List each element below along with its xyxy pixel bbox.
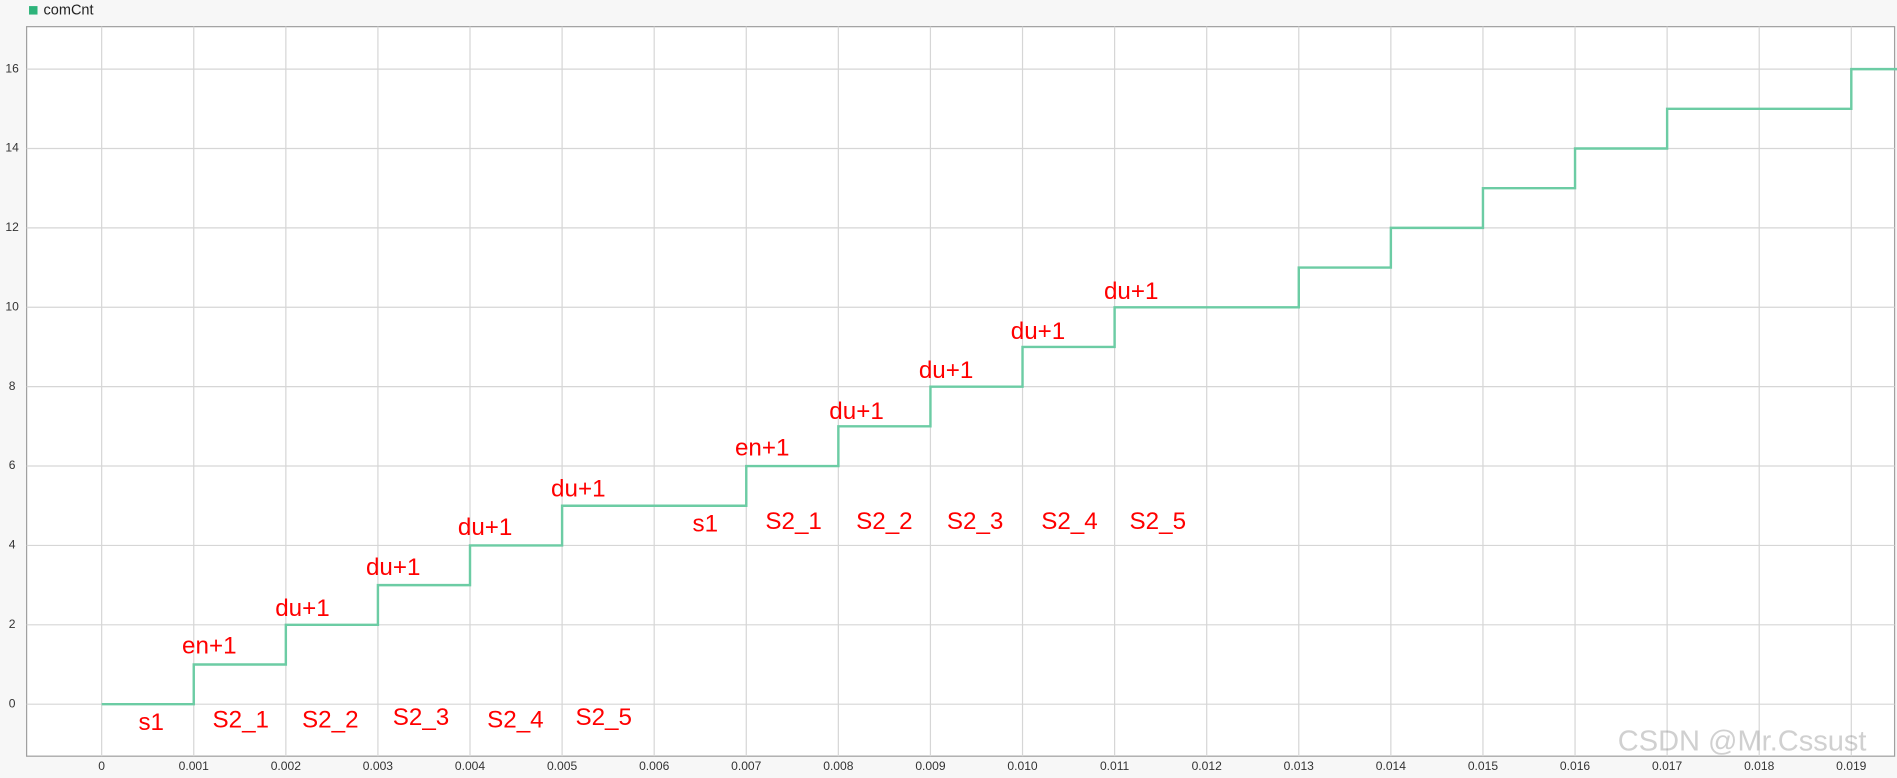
x-tick-label: 0.005 [547, 759, 578, 773]
x-tick-label: 0.010 [1007, 759, 1038, 773]
x-tick-label: 0.008 [823, 759, 854, 773]
annotation: du+1 [366, 554, 420, 581]
x-tick-label: 0.012 [1192, 759, 1223, 773]
y-tick-label: 4 [9, 538, 16, 552]
x-tick-label: 0.006 [639, 759, 670, 773]
annotation: du+1 [829, 398, 883, 425]
legend-swatch [29, 6, 38, 15]
y-tick-label: 12 [5, 220, 19, 234]
annotation: en+1 [735, 434, 789, 461]
legend-label: comCnt [44, 3, 94, 19]
y-tick-label: 6 [9, 458, 16, 472]
x-tick-label: 0.018 [1744, 759, 1775, 773]
annotation: S2_4 [487, 706, 544, 733]
line [101, 67, 1897, 706]
y-tick-label: 16 [5, 61, 19, 75]
y-tick-label: 0 [9, 696, 16, 710]
x-tick-label: 0.003 [363, 759, 394, 773]
annotation: S2_5 [1130, 508, 1187, 535]
annotation: S2_2 [302, 706, 359, 733]
annotation: du+1 [919, 357, 973, 384]
x-tick-label: 0.002 [271, 759, 302, 773]
x-tick-label: 0.001 [179, 759, 210, 773]
annotation: du+1 [1011, 318, 1065, 345]
annotation: S2_1 [765, 508, 822, 535]
watermark: CSDN @Mr.Cssust [1618, 726, 1867, 758]
annotation: du+1 [458, 514, 512, 541]
annotation: S2_4 [1041, 508, 1098, 535]
annotation: du+1 [1104, 278, 1158, 305]
annotation: du+1 [551, 475, 605, 502]
annotation: s1 [693, 510, 719, 537]
annotation: S2_3 [947, 508, 1004, 535]
x-tick-label: 0.009 [915, 759, 946, 773]
x-tick-label: 0.011 [1100, 759, 1130, 773]
y-tick-label: 8 [9, 379, 16, 393]
annotation: du+1 [275, 595, 329, 622]
annotation: S2_5 [575, 704, 632, 731]
legend[interactable]: comCnt [29, 3, 94, 19]
y-tick-label: 14 [5, 141, 19, 155]
x-tick-label: 0.014 [1376, 759, 1407, 773]
annotation: S2_3 [393, 704, 450, 731]
plot-area [26, 26, 1896, 757]
x-tick-label: 0.013 [1284, 759, 1315, 773]
annotation: en+1 [182, 633, 236, 660]
x-tick-label: 0 [98, 759, 105, 773]
annotation: S2_1 [213, 706, 270, 733]
x-tick-label: 0.004 [455, 759, 486, 773]
x-tick-label: 0.007 [731, 759, 762, 773]
x-tick-label: 0.019 [1836, 759, 1867, 773]
y-tick-label: 10 [5, 299, 19, 313]
x-tick-label: 0.017 [1652, 759, 1683, 773]
annotation: s1 [138, 709, 164, 736]
x-tick-label: 0.015 [1468, 759, 1499, 773]
annotation: S2_2 [856, 508, 913, 535]
x-tick-label: 0.016 [1560, 759, 1591, 773]
y-tick-label: 2 [9, 617, 16, 631]
